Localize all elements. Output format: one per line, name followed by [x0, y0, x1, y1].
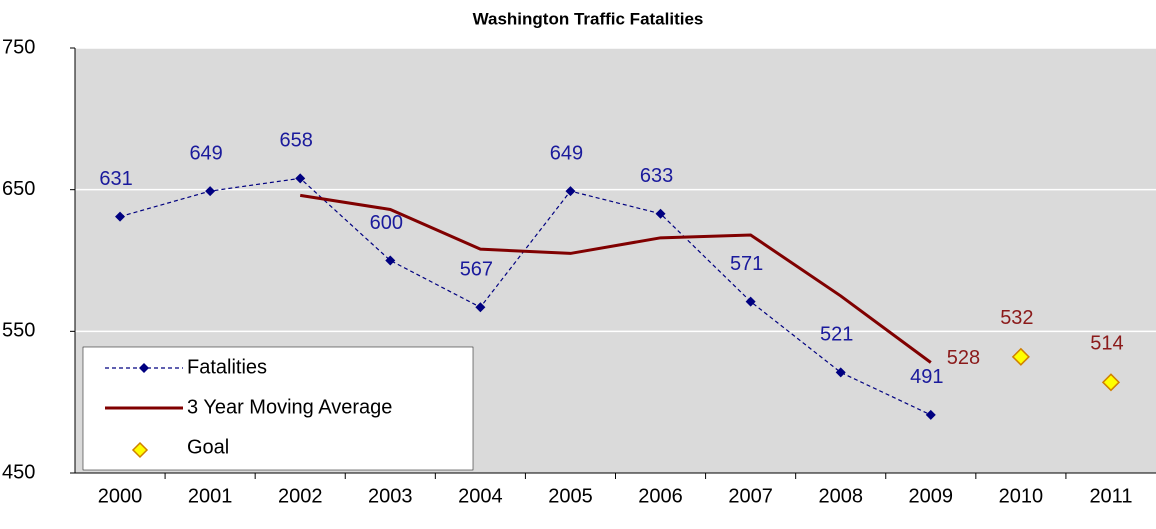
x-tick-label: 2008 — [818, 485, 863, 507]
data-label: 571 — [730, 253, 763, 275]
marker — [1101, 373, 1121, 392]
legend-swatch — [131, 441, 149, 459]
x-tick-label: 2010 — [999, 485, 1044, 507]
data-label: 649 — [189, 142, 222, 164]
chart-title: Washington Traffic Fatalities — [473, 9, 704, 28]
y-tick-label: 750 — [2, 36, 35, 58]
y-tick-label: 550 — [2, 320, 35, 342]
data-label: 532 — [1000, 307, 1033, 329]
x-tick-label: 2001 — [188, 485, 233, 507]
x-tick-label: 2003 — [368, 485, 413, 507]
x-tick-label: 2005 — [548, 485, 593, 507]
x-tick-label: 2007 — [728, 485, 773, 507]
data-label: 521 — [820, 324, 853, 346]
marker — [745, 296, 756, 307]
data-label: 528 — [947, 347, 980, 369]
y-tick-label: 650 — [2, 178, 35, 200]
marker — [835, 367, 846, 378]
x-tick-label: 2004 — [458, 485, 503, 507]
marker — [925, 409, 936, 420]
data-label: 514 — [1090, 333, 1123, 355]
marker — [565, 186, 576, 197]
marker — [1011, 347, 1030, 366]
marker — [475, 302, 486, 313]
legend-label: Goal — [187, 436, 229, 458]
x-tick-label: 2009 — [909, 485, 954, 507]
data-label: 631 — [99, 168, 132, 190]
data-label: 633 — [640, 165, 673, 187]
x-tick-label: 2011 — [1089, 485, 1132, 507]
marker — [385, 255, 396, 266]
data-label: 600 — [370, 212, 403, 234]
legend-label: Fatalities — [187, 356, 267, 378]
marker — [295, 173, 306, 184]
y-tick-label: 450 — [2, 461, 35, 483]
data-label: 658 — [280, 130, 313, 152]
series-line — [299, 193, 932, 364]
data-label: 567 — [460, 259, 493, 281]
x-tick-label: 2000 — [98, 485, 143, 507]
data-label: 491 — [910, 366, 943, 388]
marker — [115, 211, 126, 222]
x-tick-label: 2006 — [638, 485, 683, 507]
marker — [205, 186, 216, 197]
legend-swatch — [139, 363, 149, 373]
marker — [655, 208, 666, 219]
legend-label: 3 Year Moving Average — [187, 396, 392, 418]
x-tick-label: 2002 — [278, 485, 323, 507]
data-label: 649 — [550, 142, 583, 164]
